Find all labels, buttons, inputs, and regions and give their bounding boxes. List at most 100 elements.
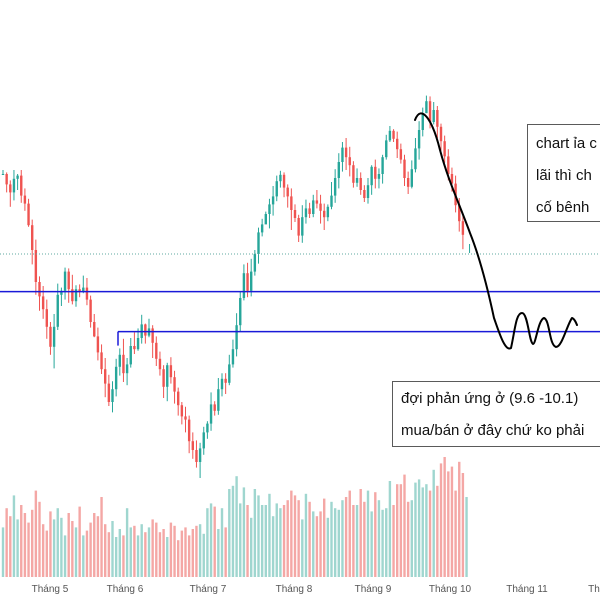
candle-body	[414, 148, 417, 170]
volume-bar	[41, 524, 45, 577]
volume-bar	[246, 505, 249, 577]
volume-bar	[370, 511, 373, 577]
candle-body	[74, 289, 78, 302]
x-tick-label: Tháng 11	[506, 584, 548, 595]
candle-body	[41, 296, 45, 310]
candle-body	[421, 113, 424, 130]
volume-bar	[220, 508, 224, 577]
volume-bar	[16, 519, 19, 577]
volume-bar	[301, 519, 304, 577]
candle-body	[85, 287, 89, 300]
candle-body	[195, 450, 198, 462]
candle-body	[34, 250, 38, 282]
x-tick-label: Tháng 6	[107, 584, 144, 595]
candle-body	[264, 214, 267, 225]
volume-bar	[151, 519, 154, 577]
candle-body	[337, 162, 340, 178]
candle-body	[308, 208, 311, 214]
candle-body	[279, 174, 282, 182]
volume-bar	[20, 505, 23, 577]
candle-body	[224, 378, 227, 383]
candle-body	[275, 181, 278, 197]
volume-bar	[224, 527, 227, 577]
candle-body	[198, 448, 202, 462]
candle-body	[377, 174, 381, 179]
candle-body	[20, 175, 23, 196]
candle-body	[359, 178, 362, 190]
volume-bar	[9, 516, 12, 577]
candle-body	[286, 187, 289, 197]
volume-bar	[428, 490, 432, 577]
annotation-note-top[interactable]: chart ỉa c lãi thì ch cố bênh	[527, 124, 600, 222]
volume-bar	[63, 535, 67, 577]
candle-body	[447, 156, 450, 174]
volume-bar	[12, 495, 16, 577]
candle-body	[38, 282, 41, 297]
candle-body	[82, 287, 85, 292]
candle-body	[458, 205, 461, 222]
candle-body	[319, 203, 322, 211]
note-line: đợi phản ứng ở (9.6 -10.1)	[401, 390, 579, 407]
candle-body	[381, 157, 384, 174]
volume-bar	[330, 501, 333, 577]
candle-body	[268, 204, 271, 214]
candle-body	[155, 342, 158, 359]
candle-body	[366, 185, 370, 198]
candle-body	[330, 195, 333, 207]
volume-bars	[1, 457, 468, 577]
volume-bar	[217, 529, 220, 577]
volume-bar	[144, 532, 147, 577]
x-tick-label: Tháng 9	[355, 584, 392, 595]
candle-body	[166, 365, 169, 387]
volume-bar	[341, 500, 344, 577]
candle-body	[260, 224, 264, 233]
candle-body	[235, 325, 238, 350]
volume-bar	[242, 487, 246, 577]
volume-bar	[366, 490, 370, 577]
candle-body	[9, 184, 12, 193]
candle-body	[71, 289, 74, 302]
volume-bar	[78, 506, 81, 577]
volume-bar	[323, 498, 326, 577]
volume-bar	[96, 516, 100, 577]
volume-bar	[162, 529, 165, 577]
candle-body	[406, 178, 410, 187]
volume-bar	[158, 532, 162, 577]
x-tick-label: Tháng 7	[190, 584, 227, 595]
volume-bar	[286, 500, 289, 577]
x-tick-label: Tháng 8	[276, 584, 313, 595]
volume-bar	[122, 535, 125, 577]
candle-body	[282, 174, 286, 188]
candle-body	[23, 195, 27, 204]
candle-body	[122, 354, 125, 374]
volume-bar	[417, 479, 421, 577]
volume-bar	[202, 533, 205, 577]
candle-body	[301, 217, 304, 236]
candle-body	[348, 157, 351, 166]
candle-body	[297, 218, 300, 236]
volume-bar	[31, 509, 34, 577]
projection-drawing[interactable]	[414, 112, 578, 350]
volume-bar	[45, 530, 48, 577]
x-tick-label: Tháng 5	[32, 584, 69, 595]
candle-body	[290, 196, 293, 210]
candle-body	[206, 423, 209, 433]
volume-bar	[239, 503, 242, 577]
volume-bar	[93, 513, 96, 577]
candle-body	[202, 432, 205, 449]
annotation-note-bottom[interactable]: đợi phản ứng ở (9.6 -10.1) mua/bán ở đây…	[392, 381, 600, 447]
candle-body	[209, 404, 213, 424]
volume-bar	[173, 525, 176, 577]
candle-body	[56, 294, 59, 327]
volume-bar	[23, 513, 27, 577]
volume-bar	[359, 489, 362, 577]
candle-body	[392, 130, 395, 139]
candle-body	[388, 130, 392, 141]
candle-body	[180, 405, 184, 417]
note-line: lãi thì ch	[536, 167, 592, 184]
volume-bar	[458, 461, 461, 577]
candle-body	[111, 389, 114, 402]
candle-body	[5, 174, 8, 185]
volume-bar	[100, 497, 103, 577]
